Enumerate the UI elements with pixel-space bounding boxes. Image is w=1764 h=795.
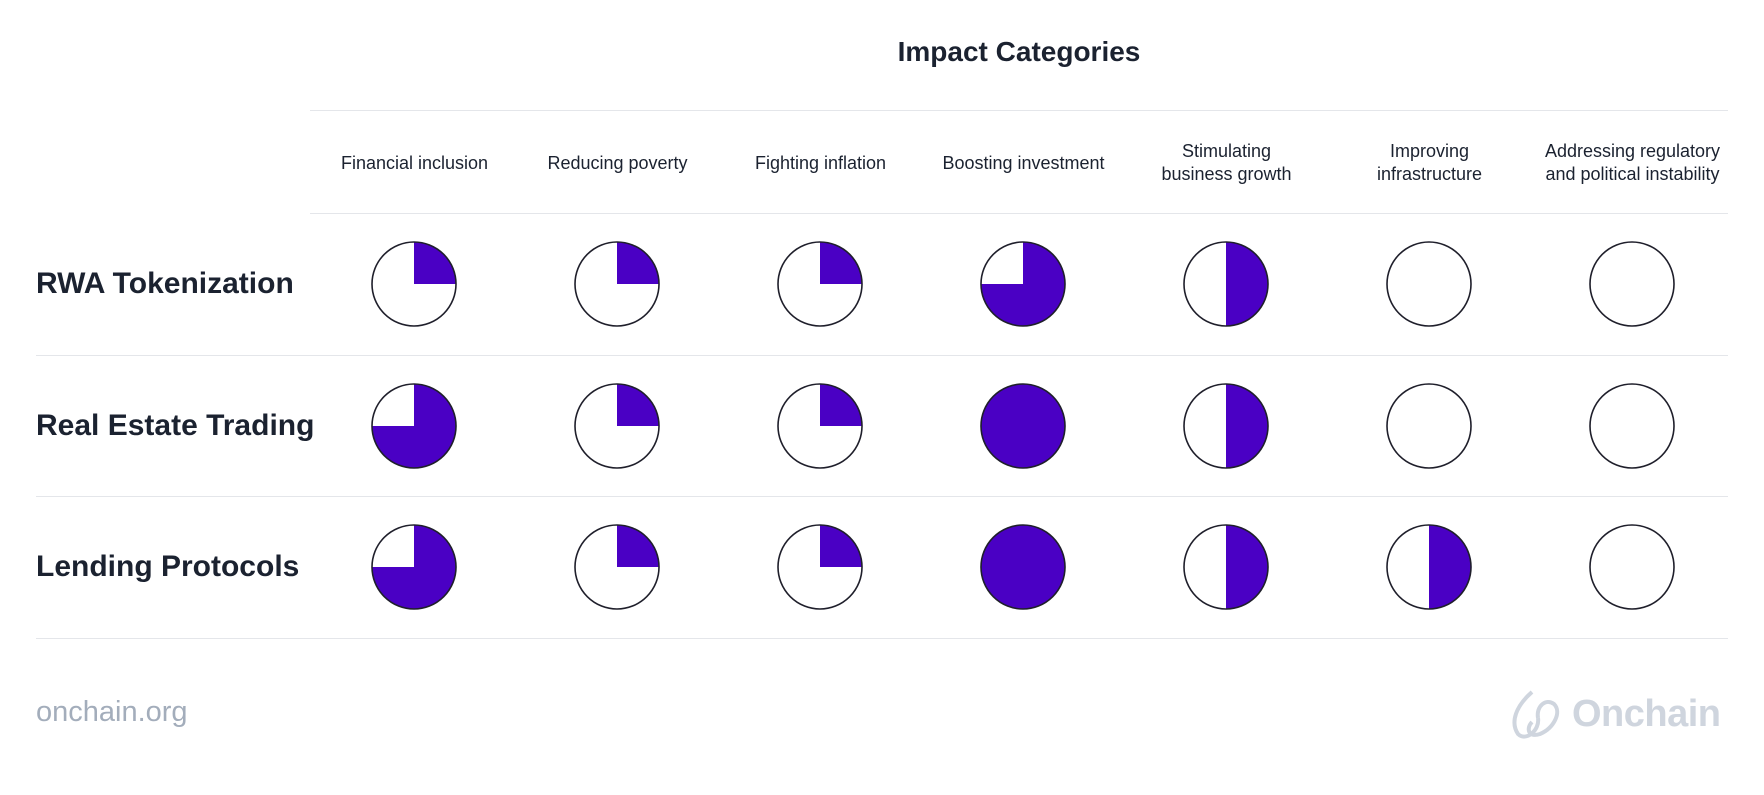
harvey-ball-outline [777, 383, 863, 469]
harvey-ball [1589, 241, 1675, 327]
harvey-ball-fill [1226, 384, 1268, 468]
harvey-ball-outline [777, 241, 863, 327]
harvey-ball-fill [617, 242, 659, 284]
harvey-ball [1589, 383, 1675, 469]
harvey-ball-fill [372, 525, 456, 609]
column-header-line: and political instability [1545, 164, 1720, 184]
harvey-ball-outline [371, 524, 457, 610]
harvey-ball-background [1387, 242, 1471, 326]
harvey-ball [980, 383, 1066, 469]
harvey-ball-fill [820, 525, 862, 567]
harvey-ball-outline [1386, 241, 1472, 327]
harvey-ball-outline [1183, 383, 1269, 469]
harvey-ball-outline [980, 524, 1066, 610]
column-header-4: Boosting investment [922, 112, 1125, 214]
harvey-ball [574, 383, 660, 469]
harvey-ball [1183, 241, 1269, 327]
harvey-ball-fill [1226, 242, 1268, 326]
column-header-line: Fighting inflation [754, 152, 887, 173]
row-label-2: Real Estate Trading [36, 409, 315, 442]
harvey-ball [777, 383, 863, 469]
column-header-line: infrastructure [1376, 164, 1483, 184]
harvey-ball-outline [980, 383, 1066, 469]
harvey-ball-outline [1386, 524, 1472, 610]
brand-name: Onchain [1572, 692, 1721, 735]
row-label-3: Lending Protocols [36, 550, 300, 583]
column-header-line: Addressing regulatory [1544, 141, 1721, 161]
column-header-line: Reducing poverty [547, 152, 688, 173]
harvey-ball-background [1590, 242, 1674, 326]
column-header-6: Improving infrastructure [1328, 112, 1531, 214]
harvey-ball-outline [1589, 241, 1675, 327]
column-header-line: Stimulating [1181, 141, 1272, 161]
harvey-ball-outline [980, 241, 1066, 327]
harvey-ball-fill [372, 384, 456, 468]
harvey-ball-fill [820, 384, 862, 426]
header-bottom-divider [310, 213, 1728, 214]
harvey-ball-outline [574, 524, 660, 610]
harvey-ball-background [1387, 384, 1471, 468]
column-header-3: Fighting inflation [719, 112, 922, 214]
harvey-ball-outline [1386, 383, 1472, 469]
harvey-ball [777, 524, 863, 610]
column-header-5: Stimulating business growth [1125, 112, 1328, 214]
harvey-ball [574, 524, 660, 610]
harvey-ball [1386, 383, 1472, 469]
harvey-ball [980, 241, 1066, 327]
harvey-ball-fill [617, 384, 659, 426]
harvey-ball-outline [574, 383, 660, 469]
chart-title: Impact Categories [897, 36, 1141, 67]
column-header-line: Boosting investment [942, 152, 1105, 173]
harvey-ball-outline [1589, 524, 1675, 610]
row-divider-3 [36, 638, 1728, 639]
harvey-ball [371, 383, 457, 469]
column-header-2: Reducing poverty [516, 112, 719, 214]
harvey-ball-fill [820, 242, 862, 284]
harvey-ball-background [1590, 525, 1674, 609]
column-header-line: business growth [1161, 164, 1292, 184]
harvey-ball-fill [981, 525, 1065, 609]
harvey-ball [371, 524, 457, 610]
harvey-ball [1589, 524, 1675, 610]
harvey-ball [1183, 383, 1269, 469]
column-header-line: Improving [1389, 141, 1470, 161]
harvey-ball [777, 241, 863, 327]
harvey-ball-fill [414, 242, 456, 284]
harvey-ball-outline [1183, 241, 1269, 327]
harvey-ball-fill [617, 525, 659, 567]
harvey-ball-outline [371, 241, 457, 327]
column-header-line: Financial inclusion [340, 152, 489, 173]
onchain-logo-icon [1512, 690, 1560, 739]
harvey-ball-fill [981, 242, 1065, 326]
harvey-ball [574, 241, 660, 327]
harvey-ball-outline [371, 383, 457, 469]
harvey-ball [1183, 524, 1269, 610]
row-label-1: RWA Tokenization [36, 267, 294, 300]
harvey-ball-fill [1226, 525, 1268, 609]
harvey-ball-fill [1429, 525, 1471, 609]
harvey-ball-outline [574, 241, 660, 327]
brand-logo: Onchain [1506, 688, 1721, 740]
footer-url: onchain.org [36, 696, 188, 728]
row-divider-1 [36, 355, 1728, 356]
harvey-ball [1386, 524, 1472, 610]
harvey-ball-background [1590, 384, 1674, 468]
row-divider-2 [36, 496, 1728, 497]
harvey-ball-outline [1183, 524, 1269, 610]
harvey-ball-outline [1589, 383, 1675, 469]
column-header-7: Addressing regulatory and political insta… [1531, 112, 1734, 214]
harvey-ball [1386, 241, 1472, 327]
harvey-ball [980, 524, 1066, 610]
column-header-1: Financial inclusion [313, 112, 516, 214]
harvey-ball-fill [981, 384, 1065, 468]
harvey-ball-outline [777, 524, 863, 610]
harvey-ball [371, 241, 457, 327]
header-top-divider [310, 110, 1728, 111]
